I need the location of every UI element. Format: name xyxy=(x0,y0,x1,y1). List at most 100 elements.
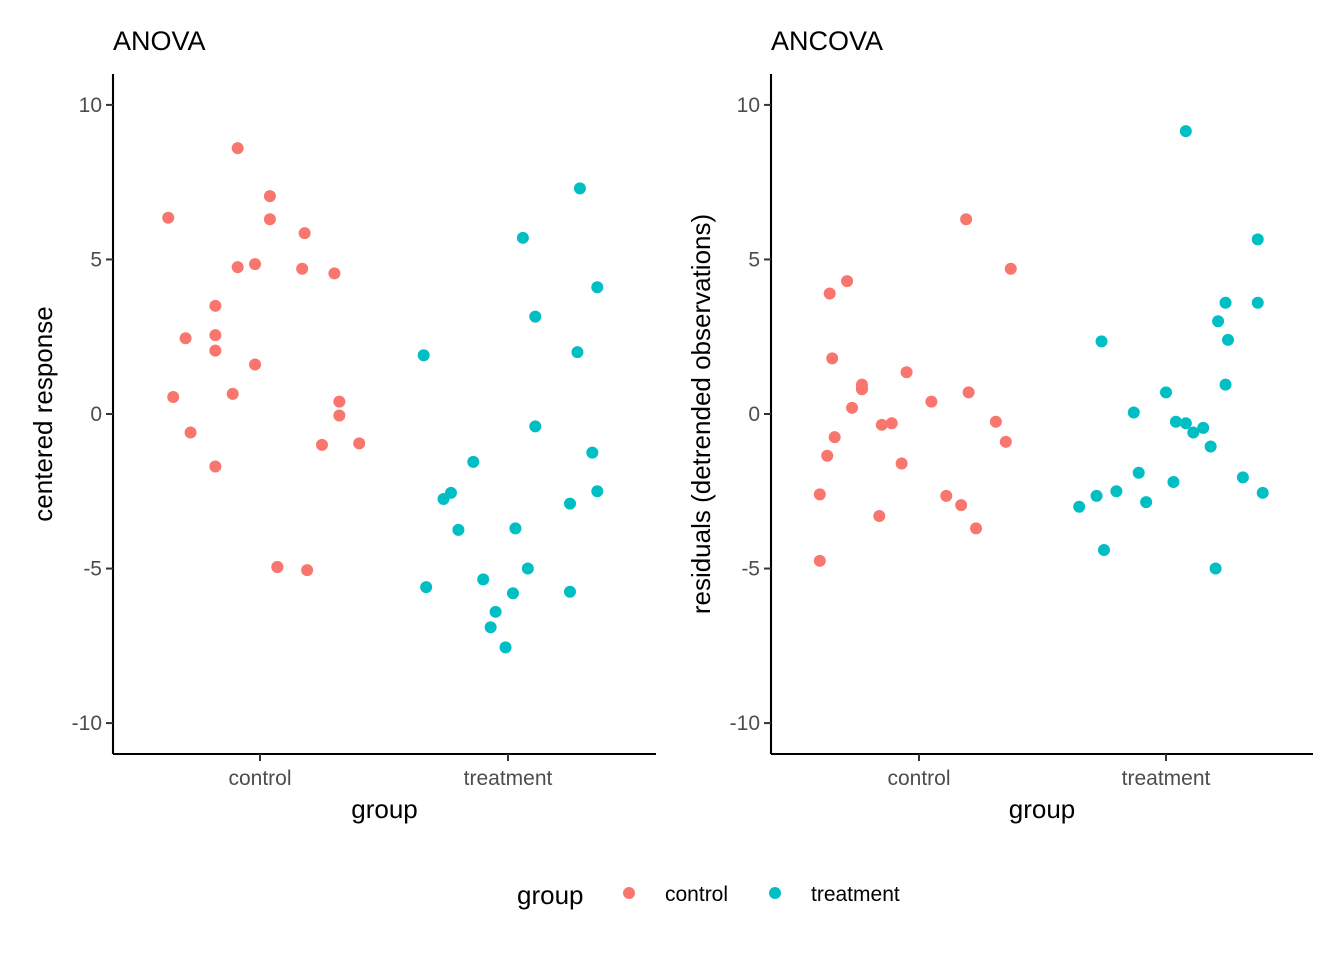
point-treatment xyxy=(1167,476,1180,488)
point-treatment xyxy=(516,231,529,244)
legend-label-control: control xyxy=(665,883,728,906)
legend-label-treatment: treatment xyxy=(811,883,900,906)
point-treatment xyxy=(1197,421,1210,434)
anova-y-axis-label: centered response xyxy=(28,306,58,521)
point-control xyxy=(962,386,975,399)
point-control xyxy=(231,261,244,274)
point-treatment xyxy=(1236,471,1249,484)
point-treatment xyxy=(1251,233,1264,246)
point-control xyxy=(296,262,309,275)
point-control xyxy=(855,381,868,394)
point-control xyxy=(826,352,839,365)
point-control xyxy=(925,395,938,408)
point-control xyxy=(333,409,346,422)
point-control xyxy=(875,418,888,431)
point-control xyxy=(823,287,836,300)
point-control xyxy=(970,522,983,535)
point-treatment xyxy=(1073,500,1086,513)
point-treatment xyxy=(591,485,604,498)
point-treatment xyxy=(1090,489,1103,502)
point-control xyxy=(209,329,222,342)
point-treatment xyxy=(477,573,490,586)
point-control xyxy=(226,387,239,400)
point-control xyxy=(209,299,222,312)
point-treatment xyxy=(1212,315,1225,328)
ancova-y-axis-label: residuals (detrended observations) xyxy=(686,214,716,614)
y-tick-label: -5 xyxy=(83,558,102,581)
x-tick-label: control xyxy=(887,767,950,790)
point-treatment xyxy=(1140,496,1153,509)
point-treatment xyxy=(444,486,457,499)
point-control xyxy=(298,227,311,240)
point-treatment xyxy=(1127,406,1140,419)
point-treatment xyxy=(1179,125,1192,138)
point-control xyxy=(1004,262,1017,275)
point-control xyxy=(999,435,1012,448)
point-control xyxy=(263,213,276,226)
point-treatment xyxy=(1169,415,1182,428)
y-tick-label: 0 xyxy=(748,403,760,426)
x-tick-label: control xyxy=(228,767,291,790)
y-tick-label: 0 xyxy=(90,403,102,426)
point-control xyxy=(813,554,826,567)
point-control xyxy=(162,211,175,224)
point-treatment xyxy=(529,420,542,433)
point-treatment xyxy=(1204,440,1217,453)
point-control xyxy=(184,426,197,439)
point-treatment xyxy=(489,605,502,618)
point-control xyxy=(179,332,192,345)
point-control xyxy=(841,275,854,288)
point-treatment xyxy=(1256,486,1269,499)
point-treatment xyxy=(1132,466,1145,479)
point-control xyxy=(813,488,826,501)
point-treatment xyxy=(586,446,599,459)
y-tick-label: -10 xyxy=(72,712,102,735)
legend-key-treatment xyxy=(769,887,781,899)
point-control xyxy=(895,457,908,470)
point-control xyxy=(301,564,314,577)
point-treatment xyxy=(1251,296,1264,309)
point-treatment xyxy=(1187,426,1200,439)
point-treatment xyxy=(529,310,542,323)
point-treatment xyxy=(499,641,512,654)
legend-title: group xyxy=(517,880,584,910)
point-treatment xyxy=(1219,296,1232,309)
point-treatment xyxy=(484,621,497,634)
point-treatment xyxy=(1160,386,1172,399)
x-tick-label: treatment xyxy=(464,767,553,790)
point-treatment xyxy=(591,281,604,294)
point-control xyxy=(333,395,346,408)
point-control xyxy=(955,499,968,512)
point-treatment xyxy=(571,346,584,359)
point-control xyxy=(821,449,834,462)
point-treatment xyxy=(1098,544,1110,556)
point-treatment xyxy=(573,182,586,195)
point-treatment xyxy=(506,587,519,600)
point-treatment xyxy=(564,497,576,510)
legend: group control treatment xyxy=(517,880,900,910)
point-control xyxy=(328,267,341,280)
x-tick-label: treatment xyxy=(1122,767,1211,790)
point-control xyxy=(353,437,366,450)
point-control xyxy=(271,561,284,573)
point-treatment xyxy=(420,581,433,594)
anova-panel: ANOVA -10 -5 0 5 10 control treatment group cente… xyxy=(28,26,656,824)
y-tick-label: -5 xyxy=(741,558,760,581)
point-control xyxy=(960,213,973,226)
point-treatment xyxy=(452,523,465,536)
point-control xyxy=(249,358,262,371)
point-control xyxy=(900,366,913,379)
point-treatment xyxy=(1179,417,1192,430)
point-treatment xyxy=(1219,378,1232,391)
y-tick-label: 10 xyxy=(737,94,760,117)
point-control xyxy=(885,417,898,430)
ancova-title: ANCOVA xyxy=(771,26,883,56)
point-treatment xyxy=(1222,333,1234,346)
point-treatment xyxy=(564,585,576,598)
point-control xyxy=(209,344,222,357)
y-tick-label: 10 xyxy=(79,94,102,117)
y-tick-label: 5 xyxy=(90,248,102,271)
point-control xyxy=(989,415,1002,428)
point-control xyxy=(231,142,244,155)
point-control xyxy=(873,510,886,522)
